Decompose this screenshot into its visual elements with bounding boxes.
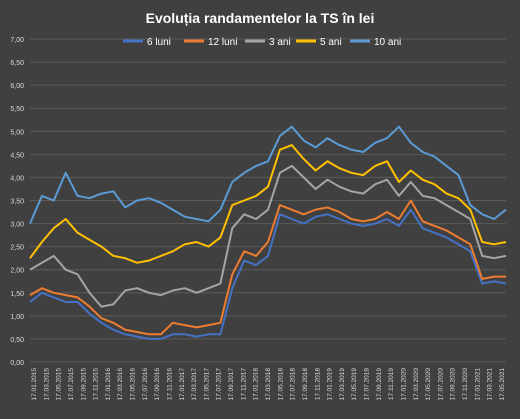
x-tick-label: 17.09.2020 xyxy=(450,368,457,401)
x-tick-label: 17.09.2015 xyxy=(80,368,87,401)
x-axis-ticks: 17.01.2015 17.03.2015 17.05.2015 17.07.2015… xyxy=(31,368,506,401)
x-tick-label: 17.01.2018 xyxy=(253,368,260,401)
gridlines xyxy=(30,38,506,363)
series-lines xyxy=(29,125,507,340)
x-tick-label: 17.11.2017 xyxy=(240,368,247,400)
legend-label: 10 ani xyxy=(374,37,401,48)
legend-label: 6 luni xyxy=(147,37,171,48)
x-tick-label: 17.03.2019 xyxy=(339,368,346,401)
y-tick-label: 4,50 xyxy=(10,152,24,159)
y-tick-label: 5,00 xyxy=(10,129,24,136)
y-axis-ticks: 0,00 0,50 1,00 1,50 2,00 2,50 3,00 3,50 4,00 4,50… xyxy=(10,37,24,367)
x-tick-label: 17.01.2016 xyxy=(105,368,112,401)
y-tick-label: 5,50 xyxy=(10,106,24,113)
y-tick-label: 0,50 xyxy=(10,337,24,344)
x-tick-label: 17.07.2017 xyxy=(216,368,223,401)
y-tick-label: 2,50 xyxy=(10,245,24,252)
x-tick-label: 17.09.2018 xyxy=(302,368,309,401)
y-tick-label: 3,00 xyxy=(10,222,24,229)
x-tick-label: 17.03.2021 xyxy=(487,368,494,401)
chart-title: Evoluția randamentelor la TS în lei xyxy=(146,10,375,26)
legend-label: 5 ani xyxy=(320,37,342,48)
series-line-5-ani xyxy=(29,144,507,264)
x-tick-label: 17.05.2015 xyxy=(56,368,63,401)
series-line-3-ani xyxy=(29,164,507,308)
x-tick-label: 17.03.2015 xyxy=(43,368,50,401)
x-tick-label: 17.01.2020 xyxy=(400,368,407,401)
y-tick-label: 7,00 xyxy=(10,37,24,44)
series-line-12-luni xyxy=(29,199,506,336)
x-tick-label: 17.03.2018 xyxy=(265,368,272,401)
x-tick-label: 17.11.2016 xyxy=(166,368,173,400)
x-tick-label: 17.07.2015 xyxy=(68,368,75,401)
legend-label: 12 luni xyxy=(208,37,237,48)
y-tick-label: 6,00 xyxy=(10,83,24,90)
x-tick-label: 17.07.2016 xyxy=(142,368,149,401)
x-tick-label: 17.01.2021 xyxy=(474,368,481,401)
x-tick-label: 17.01.2019 xyxy=(327,368,334,401)
y-tick-label: 3,50 xyxy=(10,199,24,206)
y-tick-label: 1,50 xyxy=(10,291,24,298)
y-tick-label: 6,50 xyxy=(10,60,24,67)
x-tick-label: 17.03.2017 xyxy=(191,368,198,401)
x-tick-label: 17.09.2019 xyxy=(376,368,383,401)
x-tick-label: 17.05.2016 xyxy=(130,368,137,401)
x-tick-label: 17.01.2015 xyxy=(31,368,38,401)
x-tick-label: 17.05.2020 xyxy=(425,368,432,401)
x-tick-label: 17.09.2017 xyxy=(228,368,235,401)
x-tick-label: 17.05.2018 xyxy=(277,368,284,401)
x-tick-label: 17.07.2019 xyxy=(364,368,371,401)
x-tick-label: 17.03.2016 xyxy=(117,368,124,401)
legend-label: 3 ani xyxy=(269,37,291,48)
x-tick-label: 17.01.2017 xyxy=(179,368,186,401)
series-line-6-luni xyxy=(29,208,507,340)
x-tick-label: 17.11.2018 xyxy=(314,368,321,400)
x-tick-label: 17.05.2019 xyxy=(351,368,358,401)
x-tick-label: 17.03.2020 xyxy=(413,368,420,401)
x-tick-label: 17.05.2017 xyxy=(203,368,210,401)
x-tick-label: 17.11.2020 xyxy=(462,368,469,400)
x-tick-label: 17.07.2018 xyxy=(290,368,297,401)
y-tick-label: 4,00 xyxy=(10,175,24,182)
x-tick-label: 17.11.2019 xyxy=(388,368,395,400)
x-tick-label: 17.11.2015 xyxy=(93,368,100,400)
x-tick-label: 17.07.2020 xyxy=(437,368,444,401)
x-tick-label: 17.09.2016 xyxy=(154,368,161,401)
series-line-10-ani xyxy=(29,125,507,224)
y-tick-label: 0,00 xyxy=(10,360,24,367)
legend: 6 luni 12 luni 3 ani 5 ani 10 ani xyxy=(123,37,401,48)
x-tick-label: 17.05.2021 xyxy=(499,368,506,401)
y-tick-label: 2,00 xyxy=(10,268,24,275)
y-tick-label: 1,00 xyxy=(10,314,24,321)
